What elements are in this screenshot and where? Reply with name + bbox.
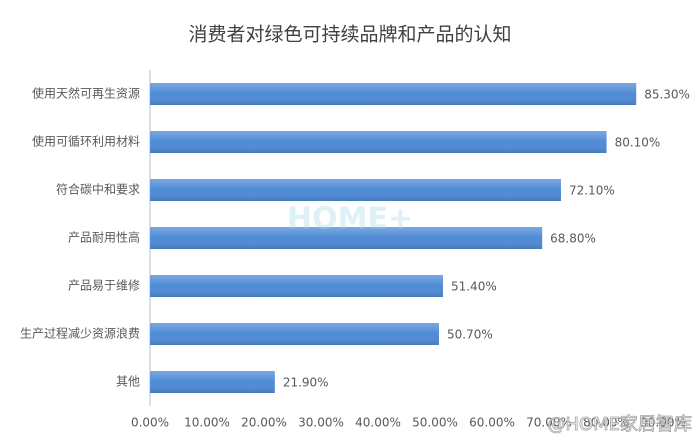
chart-title: 消费者对绿色可持续品牌和产品的认知: [188, 24, 511, 46]
bar-shade: [150, 227, 543, 249]
y-tick-label: 使用天然可再生资源: [32, 86, 140, 101]
x-tick-label: 90.00%: [640, 416, 686, 430]
bar-shade: [150, 131, 607, 153]
value-label: 80.10%: [615, 136, 661, 150]
bar-shade: [150, 179, 561, 201]
bar-shade: [150, 275, 443, 297]
bar-shade: [150, 83, 637, 105]
bar-shade: [150, 323, 439, 345]
x-tick-label: 10.00%: [184, 416, 230, 430]
y-tick-label: 其他: [116, 375, 140, 389]
value-label: 21.90%: [283, 376, 329, 390]
watermark: @HOME家居智库: [547, 414, 692, 435]
x-tick-label: 30.00%: [298, 416, 344, 430]
y-tick-label: 使用可循环利用材料: [32, 134, 140, 149]
x-tick-label: 60.00%: [469, 416, 515, 430]
x-tick-label: 80.00%: [583, 416, 629, 430]
y-tick-label: 生产过程减少资源浪费: [20, 326, 140, 341]
x-tick-label: 0.00%: [131, 416, 169, 430]
x-tick-label: 70.00%: [526, 416, 572, 430]
x-tick-label: 50.00%: [412, 416, 458, 430]
y-tick-label: 产品耐用性高: [68, 230, 140, 245]
value-label: 85.30%: [644, 88, 690, 102]
watermark: HOME+: [287, 202, 413, 237]
value-label: 50.70%: [447, 328, 493, 342]
x-tick-label: 20.00%: [241, 416, 287, 430]
x-tick-label: 40.00%: [355, 416, 401, 430]
y-tick-label: 符合碳中和要求: [56, 182, 140, 197]
value-label: 68.80%: [550, 232, 596, 246]
y-tick-label: 产品易于维修: [68, 278, 140, 293]
bar-shade: [150, 371, 275, 393]
value-label: 51.40%: [451, 280, 497, 294]
value-label: 72.10%: [569, 184, 615, 198]
